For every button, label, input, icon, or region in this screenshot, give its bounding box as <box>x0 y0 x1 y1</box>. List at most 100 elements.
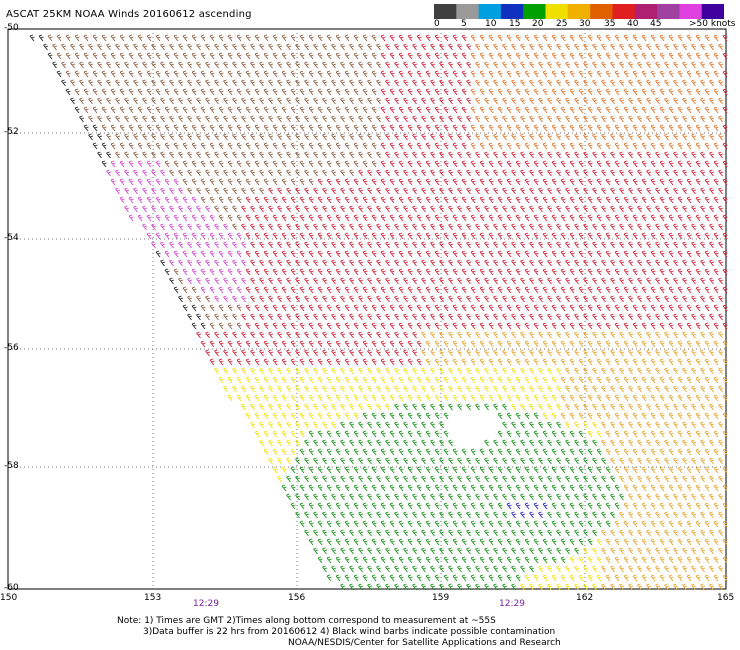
wind-barb <box>497 376 503 384</box>
wind-barb <box>371 124 377 132</box>
wind-barb <box>416 124 422 132</box>
wind-barb <box>596 538 602 546</box>
wind-barb <box>412 61 418 69</box>
wind-barb <box>421 475 427 483</box>
wind-barb <box>308 322 314 330</box>
wind-barb <box>385 79 391 87</box>
wind-barb <box>65 88 71 96</box>
wind-barb <box>236 286 242 294</box>
wind-barb <box>290 124 296 132</box>
wind-barb <box>286 97 292 105</box>
wind-barb <box>524 70 530 78</box>
wind-barb <box>322 133 328 141</box>
wind-barb <box>565 187 571 195</box>
wind-barb <box>394 97 400 105</box>
wind-barb <box>668 358 674 366</box>
wind-barb <box>515 34 521 42</box>
wind-barb <box>353 250 359 258</box>
wind-barb <box>682 583 688 591</box>
wind-barb <box>137 124 143 132</box>
wind-barb <box>146 142 152 150</box>
wind-barb <box>326 214 332 222</box>
wind-barb <box>619 259 625 267</box>
wind-barb <box>335 502 341 510</box>
wind-barb <box>236 142 242 150</box>
wind-barb <box>479 142 485 150</box>
wind-barb <box>488 250 494 258</box>
wind-barb <box>335 358 341 366</box>
wind-barb <box>659 250 665 258</box>
wind-barb <box>632 178 638 186</box>
wind-barb <box>38 34 44 42</box>
wind-barb <box>160 187 166 195</box>
wind-barb <box>286 295 292 303</box>
wind-barb <box>214 61 220 69</box>
wind-barb <box>650 358 656 366</box>
wind-barb <box>74 52 80 60</box>
wind-barb <box>340 61 346 69</box>
wind-barb <box>506 268 512 276</box>
wind-barb <box>461 556 467 564</box>
wind-barb <box>601 565 607 573</box>
wind-barb <box>493 259 499 267</box>
wind-barb <box>376 295 382 303</box>
wind-barb <box>475 295 481 303</box>
wind-barb <box>434 304 440 312</box>
wind-barb <box>713 574 719 582</box>
wind-barb <box>538 349 544 357</box>
wind-barb <box>317 70 323 78</box>
wind-barb <box>461 520 467 528</box>
wind-barb <box>466 97 472 105</box>
wind-barb <box>425 574 431 582</box>
wind-barb <box>191 178 197 186</box>
wind-barb <box>83 88 89 96</box>
wind-barb <box>317 538 323 546</box>
wind-barb <box>578 574 584 582</box>
wind-barb <box>497 214 503 222</box>
wind-barb <box>196 331 202 339</box>
wind-barb <box>542 160 548 168</box>
wind-barb <box>668 448 674 456</box>
wind-barb <box>425 178 431 186</box>
wind-barb <box>556 313 562 321</box>
wind-barb <box>434 574 440 582</box>
wind-barb <box>326 124 332 132</box>
wind-barb <box>574 115 580 123</box>
wind-barb <box>146 178 152 186</box>
wind-barb <box>47 52 53 60</box>
wind-barb <box>632 52 638 60</box>
wind-barb <box>623 88 629 96</box>
wind-barb <box>106 133 112 141</box>
wind-barb <box>619 403 625 411</box>
wind-barb <box>673 349 679 357</box>
wind-barb <box>659 412 665 420</box>
wind-barb <box>205 259 211 267</box>
wind-barb <box>583 187 589 195</box>
wind-barb <box>358 97 364 105</box>
wind-barb <box>43 43 49 51</box>
wind-barb <box>506 142 512 150</box>
wind-barb <box>295 223 301 231</box>
wind-barb <box>169 205 175 213</box>
wind-barb <box>502 565 508 573</box>
wind-barb <box>718 313 724 321</box>
wind-barb <box>380 538 386 546</box>
wind-barb <box>389 574 395 582</box>
wind-barb <box>655 475 661 483</box>
wind-barb <box>596 70 602 78</box>
wind-barb <box>610 313 616 321</box>
wind-barb <box>659 124 665 132</box>
wind-barb <box>421 529 427 537</box>
wind-barb <box>682 331 688 339</box>
wind-barb <box>155 160 161 168</box>
wind-barb <box>587 358 593 366</box>
wind-barb <box>583 565 589 573</box>
wind-barb <box>182 214 188 222</box>
wind-barb <box>686 286 692 294</box>
wind-barb <box>218 304 224 312</box>
wind-barb <box>407 412 413 420</box>
wind-barb <box>272 304 278 312</box>
wind-barb <box>434 412 440 420</box>
wind-barb <box>569 88 575 96</box>
wind-barb <box>610 439 616 447</box>
